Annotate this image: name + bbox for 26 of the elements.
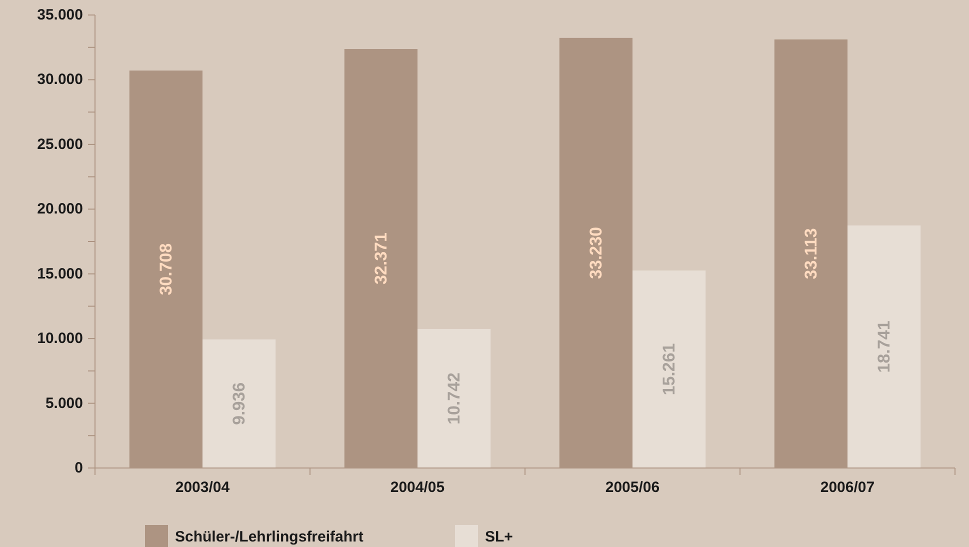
y-tick-label: 35.000 (37, 6, 83, 24)
data-label: 33.113 (801, 228, 820, 280)
data-label: 32.371 (371, 232, 390, 285)
y-tick-label: 10.000 (37, 330, 83, 348)
x-tick-label: 2005/06 (605, 479, 660, 496)
x-tick-label: 2003/04 (175, 479, 230, 496)
y-tick-label: 0 (74, 460, 83, 476)
data-label: 18.741 (874, 320, 894, 373)
data-label: 30.708 (156, 243, 176, 296)
legend-label: Schüler-/Lehrlingsfreifahrt (175, 528, 364, 546)
bar (202, 339, 276, 468)
y-tick-label: 25.000 (37, 136, 83, 153)
data-label: 33.230 (586, 226, 606, 279)
data-label: 10.742 (444, 372, 464, 424)
y-tick-label: 30.000 (37, 71, 83, 88)
bar (418, 328, 491, 468)
y-tick-label: 20.000 (37, 200, 83, 218)
x-tick-label: 2006/07 (820, 479, 875, 496)
data-label: 15.261 (660, 343, 679, 396)
y-tick-label: 5.000 (45, 394, 83, 412)
bar (632, 270, 706, 468)
legend-label: SL+ (485, 528, 514, 546)
x-tick-label: 2004/05 (390, 479, 445, 496)
y-tick-label: 15.000 (37, 265, 83, 282)
bar (848, 225, 921, 468)
data-label: 9.936 (230, 382, 249, 425)
